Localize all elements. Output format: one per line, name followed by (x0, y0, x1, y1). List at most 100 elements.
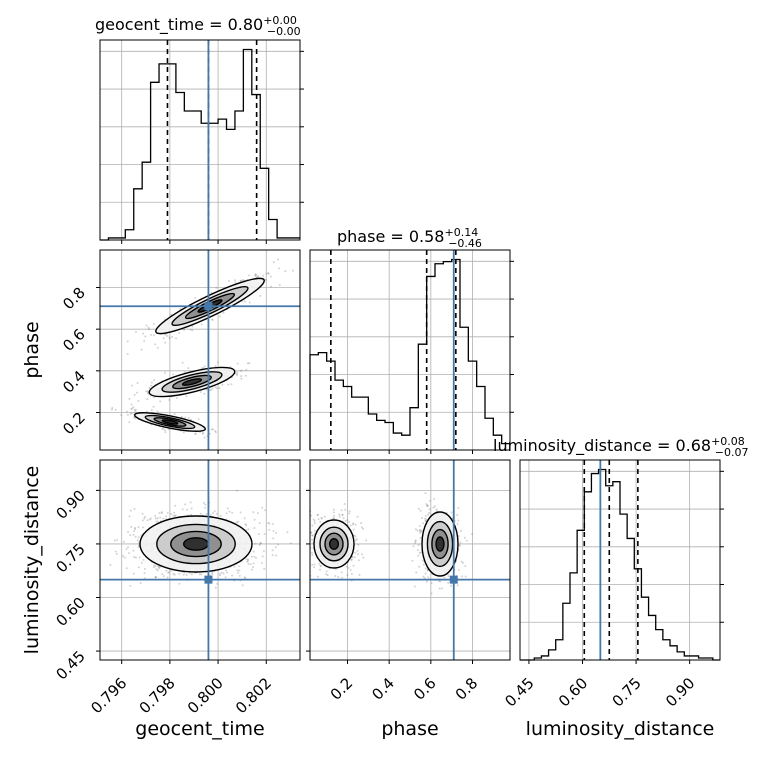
grid (100, 40, 300, 240)
y-tick-label: 0.75 (52, 540, 88, 576)
sample-point (146, 390, 149, 393)
sample-point (190, 513, 193, 516)
sample-point (249, 563, 252, 566)
sample-point (161, 428, 164, 431)
sample-point (333, 514, 336, 517)
sample-point (180, 415, 183, 418)
sample-point (248, 301, 251, 304)
sample-point (317, 518, 320, 521)
sample-point (120, 414, 123, 417)
truth-marker (449, 575, 458, 584)
sample-point (173, 514, 176, 517)
sample-point (168, 571, 171, 574)
sample-point (245, 558, 248, 561)
sample-point (136, 539, 139, 542)
sample-point (158, 511, 161, 514)
sample-point (247, 558, 250, 561)
sample-point (236, 489, 239, 492)
sample-point (429, 499, 432, 502)
sample-point (471, 533, 474, 536)
sample-point (146, 410, 149, 413)
sample-point (238, 569, 241, 572)
sample-point (417, 554, 420, 557)
sample-point (425, 580, 428, 583)
sample-point (360, 526, 363, 529)
sample-point (168, 398, 171, 401)
sample-point (272, 537, 275, 540)
sample-point (178, 582, 181, 585)
sample-point (175, 337, 178, 340)
y-tick-label: 0.8 (59, 284, 89, 314)
x-tick-label: 0.802 (232, 674, 275, 717)
sample-point (222, 311, 225, 314)
y-tick-label: 0.90 (52, 486, 88, 522)
sample-point (128, 397, 131, 400)
sample-point (343, 503, 346, 506)
sample-point (144, 335, 147, 338)
sample-point (310, 538, 313, 541)
sample-point (356, 549, 359, 552)
sample-point (211, 318, 214, 321)
sample-point (461, 575, 464, 578)
sample-point (219, 514, 222, 517)
sample-point (353, 534, 356, 537)
sample-point (155, 568, 158, 571)
sample-point (313, 521, 316, 524)
x-tick-label: 0.796 (87, 674, 130, 717)
sample-point (414, 539, 417, 542)
sample-point (158, 565, 161, 568)
sample-point (134, 556, 137, 559)
sample-point (171, 335, 174, 338)
sample-point (457, 569, 460, 572)
axes-frame (309, 459, 511, 661)
sample-point (420, 529, 423, 532)
sample-point (185, 573, 188, 576)
sample-point (164, 333, 167, 336)
sample-point (350, 558, 353, 561)
sample-point (365, 539, 368, 542)
panel-geocent-time-hist: geocent_time = 0.80+0.00 −0.00 (95, 14, 304, 244)
sample-point (154, 514, 157, 517)
sample-point (189, 501, 192, 504)
y-axis-label-luminosity-distance: luminosity_distance (21, 466, 43, 655)
sample-point (459, 541, 462, 544)
sample-point (438, 580, 441, 583)
panel-ldist-vs-phase (306, 459, 511, 664)
sample-point (432, 506, 435, 509)
sample-point (265, 279, 268, 282)
sample-point (247, 562, 250, 565)
sample-point (352, 528, 355, 531)
sample-point (456, 522, 459, 525)
truth-marker (204, 575, 213, 584)
sample-point (415, 571, 418, 574)
sample-point (318, 562, 321, 565)
sample-point (146, 519, 149, 522)
sample-point (269, 275, 272, 278)
sample-point (166, 334, 169, 337)
sample-point (203, 506, 206, 509)
sample-point (153, 564, 156, 567)
sample-point (213, 510, 216, 513)
sample-point (255, 275, 258, 278)
sample-point (357, 559, 360, 562)
sample-point (137, 400, 140, 403)
x-axis-label-luminosity-distance: luminosity_distance (526, 718, 715, 740)
sample-point (447, 581, 450, 584)
sample-point (220, 571, 223, 574)
sample-point (134, 410, 137, 413)
sample-point (337, 575, 340, 578)
sample-point (310, 531, 313, 534)
sample-point (325, 573, 328, 576)
truth-crosshair (100, 460, 300, 660)
sample-point (214, 431, 217, 434)
sample-point (346, 573, 349, 576)
sample-point (271, 522, 274, 525)
sample-point (182, 431, 185, 434)
sample-point (457, 534, 460, 537)
sample-point (130, 411, 133, 414)
sample-point (247, 528, 250, 531)
sample-point (254, 273, 257, 276)
sample-point (226, 571, 229, 574)
sample-point (189, 328, 192, 331)
